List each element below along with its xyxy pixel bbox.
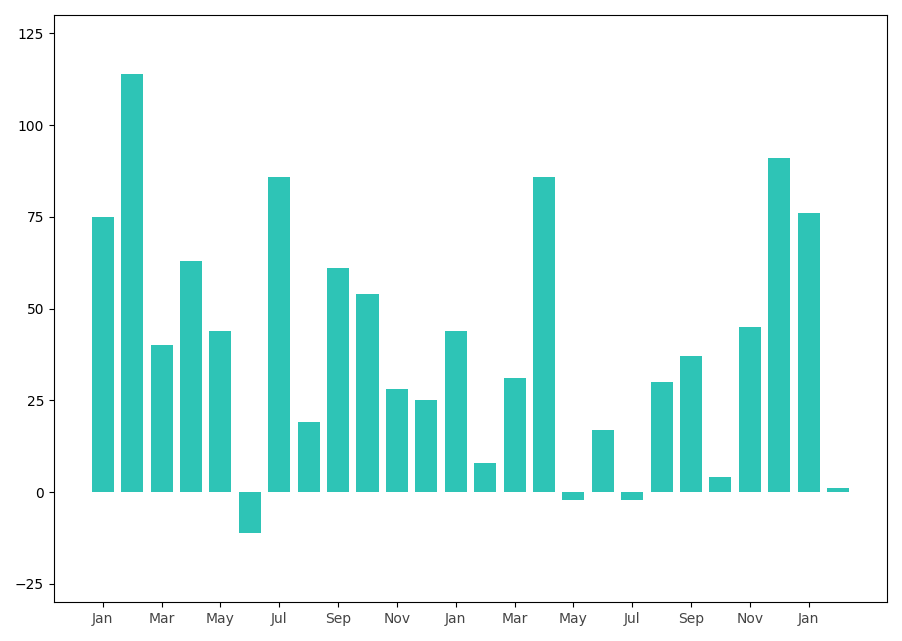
Bar: [769, 158, 790, 492]
Bar: [445, 331, 466, 492]
Bar: [209, 331, 232, 492]
Bar: [356, 294, 379, 492]
Bar: [709, 478, 732, 492]
Bar: [680, 356, 702, 492]
Bar: [827, 488, 849, 492]
Bar: [592, 429, 614, 492]
Bar: [533, 176, 555, 492]
Bar: [621, 492, 643, 499]
Bar: [797, 213, 820, 492]
Bar: [474, 463, 496, 492]
Bar: [386, 389, 408, 492]
Bar: [298, 422, 319, 492]
Bar: [415, 401, 437, 492]
Bar: [562, 492, 584, 499]
Bar: [180, 261, 202, 492]
Bar: [268, 176, 290, 492]
Bar: [151, 345, 172, 492]
Bar: [739, 327, 761, 492]
Bar: [92, 217, 114, 492]
Bar: [121, 74, 143, 492]
Bar: [239, 492, 261, 533]
Bar: [503, 378, 526, 492]
Bar: [327, 269, 349, 492]
Bar: [650, 382, 673, 492]
